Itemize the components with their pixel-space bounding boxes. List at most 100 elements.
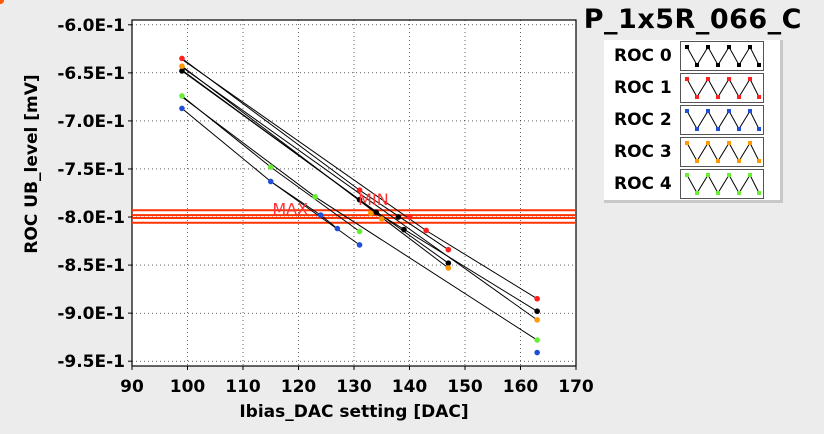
legend-swatch <box>680 41 764 71</box>
legend-marker <box>727 45 731 49</box>
data-point <box>267 164 274 170</box>
legend-item-roc1: ROC 1 <box>614 73 764 103</box>
legend-item-roc3: ROC 3 <box>614 137 764 167</box>
legend-marker <box>757 159 761 163</box>
legend-marker <box>737 95 741 99</box>
x-tick-label: 150 <box>447 377 483 397</box>
x-axis-title: Ibias_DAC setting [DAC] <box>239 402 469 422</box>
legend-marker <box>695 159 699 163</box>
legend-marker <box>706 45 710 49</box>
annotation-label: MIN <box>358 190 389 209</box>
data-point <box>445 265 452 271</box>
x-tick-label: 130 <box>336 377 372 397</box>
data-point <box>356 228 363 235</box>
legend-marker <box>748 173 752 177</box>
y-tick-label: -6.0E-1 <box>57 16 125 36</box>
x-tick-label: 140 <box>392 377 428 397</box>
legend-marker <box>727 173 731 177</box>
data-point <box>534 308 540 315</box>
legend-marker <box>737 63 741 67</box>
legend-label: ROC 3 <box>614 142 672 162</box>
legend-marker <box>727 77 731 81</box>
legend-marker <box>685 45 689 49</box>
data-point <box>179 55 185 62</box>
data-point <box>445 246 452 253</box>
legend-marker <box>748 141 752 145</box>
data-point <box>179 63 185 69</box>
data-point <box>179 105 185 112</box>
data-point <box>267 178 274 185</box>
legend-label: ROC 2 <box>614 110 672 130</box>
legend-marker <box>757 63 761 67</box>
legend-line <box>686 45 760 66</box>
y-tick-label: -9.5E-1 <box>57 352 125 372</box>
series-line <box>181 66 538 321</box>
legend-swatch <box>680 137 764 167</box>
x-tick-label: 90 <box>120 377 144 397</box>
legend-marker <box>716 63 720 67</box>
legend-marker <box>685 141 689 145</box>
legend-line <box>686 109 760 130</box>
legend-swatch <box>680 105 764 135</box>
data-point <box>534 349 540 356</box>
data-point <box>378 216 385 222</box>
legend-marker <box>706 109 710 113</box>
chart-title: P_1x5R_066_C <box>583 4 802 35</box>
legend-marker <box>695 63 699 67</box>
data-point <box>356 196 363 203</box>
legend-marker <box>695 95 699 99</box>
legend-marker <box>695 191 699 195</box>
legend-marker <box>757 191 761 195</box>
legend-item-roc2: ROC 2 <box>614 105 764 135</box>
y-tick-label: -8.5E-1 <box>57 256 125 276</box>
data-point <box>534 317 540 323</box>
series-line <box>181 65 449 269</box>
x-tick-label: 100 <box>170 377 206 397</box>
legend-marker <box>716 127 720 131</box>
legend-marker <box>706 141 710 145</box>
legend-marker <box>748 45 752 49</box>
legend-marker <box>706 173 710 177</box>
legend-marker <box>727 109 731 113</box>
y-tick-label: -7.0E-1 <box>57 112 125 132</box>
y-tick-label: -9.0E-1 <box>57 304 125 324</box>
legend-label: ROC 1 <box>614 78 672 98</box>
legend-marker <box>685 109 689 113</box>
legend-marker <box>716 159 720 163</box>
legend-line <box>686 141 760 162</box>
legend-marker <box>716 191 720 195</box>
data-point <box>401 226 407 233</box>
data-point <box>317 212 324 218</box>
data-point <box>534 295 540 302</box>
data-point <box>356 187 363 193</box>
annotation-label: MAX <box>272 199 308 218</box>
legend-marker <box>757 127 761 131</box>
legend-label: ROC 0 <box>614 46 672 66</box>
legend-marker <box>685 173 689 177</box>
data-point <box>179 93 185 99</box>
legend-item-roc4: ROC 4 <box>614 169 764 199</box>
data-point <box>423 227 429 234</box>
legend-marker <box>748 109 752 113</box>
legend-marker <box>727 141 731 145</box>
x-tick-label: 110 <box>225 377 261 397</box>
legend-marker <box>706 77 710 81</box>
data-point <box>312 194 318 200</box>
highlight-point <box>0 0 4 4</box>
legend-marker <box>757 95 761 99</box>
data-point <box>334 225 341 232</box>
legend-swatch <box>680 73 764 103</box>
y-tick-label: -8.0E-1 <box>57 208 125 228</box>
data-point <box>445 260 452 266</box>
y-tick-label: -7.5E-1 <box>57 160 125 180</box>
y-axis-title: ROC UB_level [mV] <box>22 74 42 254</box>
y-tick-label: -6.5E-1 <box>57 64 125 84</box>
data-point <box>395 214 402 220</box>
legend-line <box>686 173 760 194</box>
legend-marker <box>716 95 720 99</box>
data-point <box>356 242 363 248</box>
legend: ROC 0 ROC 1 ROC 2 ROC 3 ROC 4 <box>604 40 783 203</box>
legend-marker <box>737 127 741 131</box>
